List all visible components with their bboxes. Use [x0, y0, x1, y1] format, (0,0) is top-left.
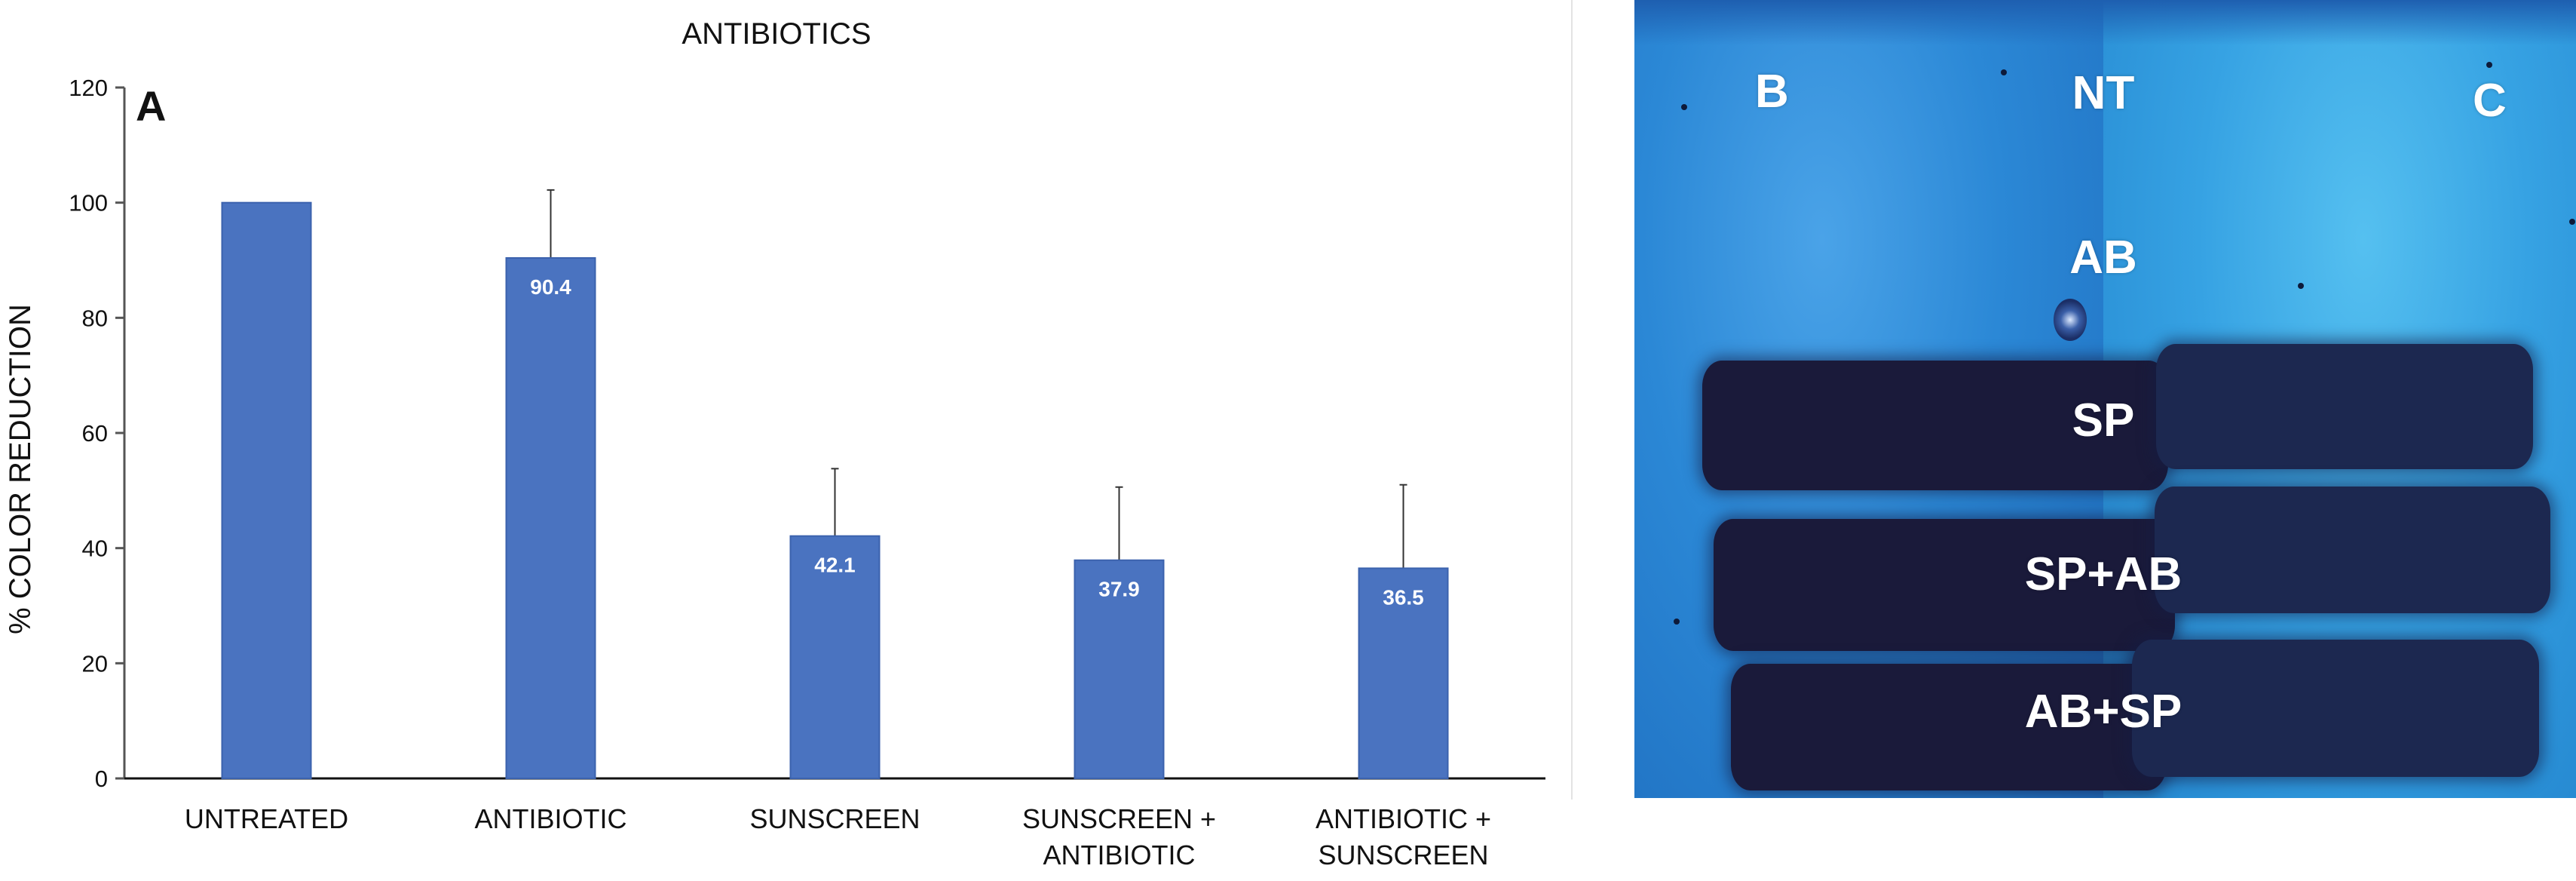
- plate-label-c: C: [2473, 75, 2507, 127]
- panel-letter: A: [136, 82, 166, 130]
- bar-value-label: 42.1: [814, 554, 856, 577]
- value-labels: 90.4 42.1 37.9 36.5: [530, 275, 1424, 609]
- bar-chart: ANTIBIOTICS A % COLOR REDUCTION 0 20 40 60 8…: [4, 17, 1545, 870]
- y-tick-label: 20: [82, 650, 108, 677]
- x-category-labels: UNTREATED ANTIBIOTIC SUNSCREEN SUNSCREEN + A…: [185, 803, 1491, 870]
- bar-value-label: 90.4: [530, 275, 571, 299]
- row-label-nt: NT: [2072, 67, 2135, 119]
- y-tick-label: 100: [69, 190, 108, 216]
- x-category-label: SUNSCREEN +: [1022, 803, 1216, 834]
- smear-c-sp-ab: [2155, 487, 2550, 613]
- bar: [789, 535, 881, 779]
- plate-label-b: B: [1755, 66, 1789, 118]
- x-category-label: ANTIBIOTIC: [474, 803, 626, 834]
- speck: [2486, 62, 2492, 68]
- smear-c-sp: [2156, 344, 2533, 469]
- bar: [505, 256, 596, 779]
- bar-value-label: 37.9: [1098, 578, 1140, 601]
- speck: [2001, 69, 2007, 75]
- speck: [2298, 283, 2304, 289]
- row-label-sp-ab: SP+AB: [2024, 548, 2182, 600]
- smear-b-sp: [1702, 361, 2168, 490]
- bar: [221, 201, 312, 779]
- bar: [1358, 567, 1449, 780]
- plate-photo: B C NT AB SP SP+AB AB+SP: [1634, 0, 2576, 798]
- speck: [2569, 219, 2575, 225]
- x-category-label: UNTREATED: [185, 803, 348, 834]
- speck: [1674, 619, 1680, 625]
- x-category-label: SUNSCREEN: [749, 803, 920, 834]
- y-axis-label: % COLOR REDUCTION: [4, 304, 37, 634]
- smear-c-ab-sp: [2132, 640, 2539, 777]
- error-bars: [547, 189, 1407, 652]
- y-tick-label: 0: [95, 766, 108, 792]
- speck: [1681, 104, 1687, 110]
- y-tick-label: 40: [82, 536, 108, 562]
- row-label-ab: AB: [2069, 232, 2137, 284]
- chart-title: ANTIBIOTICS: [682, 17, 871, 51]
- x-category-label: ANTIBIOTIC +: [1316, 803, 1491, 834]
- panel-divider: [1571, 0, 1573, 800]
- bar: [1074, 559, 1165, 779]
- y-tick-label: 80: [82, 305, 108, 331]
- y-ticks: 0 20 40 60 80 100 120: [69, 75, 124, 792]
- photo-top-shadow: [1634, 0, 2576, 45]
- x-category-label: SUNSCREEN: [1318, 840, 1488, 870]
- row-label-sp: SP: [2072, 394, 2135, 447]
- bars: [221, 201, 1449, 780]
- x-category-label: ANTIBIOTIC: [1043, 840, 1195, 870]
- colony-mark: [2054, 299, 2087, 341]
- y-tick-label: 60: [82, 420, 108, 447]
- smear-b-ab-sp: [1731, 664, 2167, 790]
- row-label-ab-sp: AB+SP: [2024, 686, 2182, 738]
- smear-b-sp-ab: [1714, 519, 2175, 651]
- bar-value-label: 36.5: [1383, 585, 1424, 609]
- y-tick-label: 120: [69, 75, 108, 101]
